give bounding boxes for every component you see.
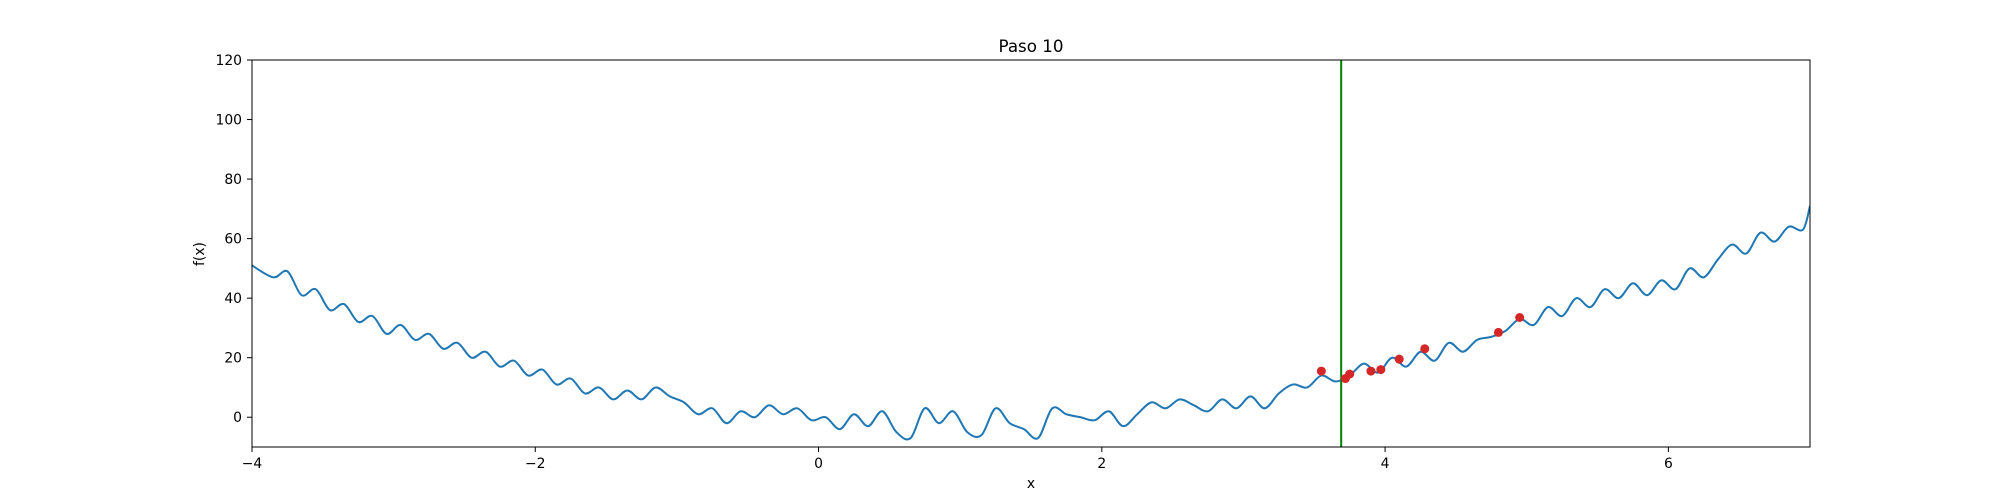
x-tick-label: 6 bbox=[1664, 456, 1673, 472]
data-point bbox=[1366, 366, 1376, 376]
y-tick-label: 40 bbox=[224, 291, 242, 307]
data-point bbox=[1515, 313, 1525, 323]
x-tick-label: 2 bbox=[1097, 456, 1106, 472]
series-line bbox=[252, 205, 1810, 441]
axes-frame bbox=[251, 59, 1811, 448]
data-point bbox=[1394, 354, 1404, 364]
y-tick-label: 80 bbox=[224, 172, 242, 188]
y-tick-label: 120 bbox=[215, 53, 242, 69]
y-tick-label: 20 bbox=[224, 351, 242, 367]
data-point bbox=[1420, 344, 1430, 354]
data-point bbox=[1376, 365, 1386, 375]
y-tick-label: 100 bbox=[215, 113, 242, 129]
y-tick-label: 0 bbox=[233, 410, 242, 426]
y-axis-label: f(x) bbox=[192, 242, 208, 266]
chart-title: Paso 10 bbox=[999, 36, 1064, 56]
x-tick-label: 0 bbox=[814, 456, 823, 472]
data-point bbox=[1493, 327, 1503, 337]
data-point bbox=[1345, 369, 1355, 379]
x-tick-label: −4 bbox=[242, 456, 263, 472]
x-tick-label: 4 bbox=[1381, 456, 1390, 472]
data-point bbox=[1316, 366, 1326, 376]
x-tick-label: −2 bbox=[525, 456, 545, 472]
y-tick-label: 60 bbox=[224, 232, 242, 248]
x-axis-label: x bbox=[1027, 476, 1035, 492]
